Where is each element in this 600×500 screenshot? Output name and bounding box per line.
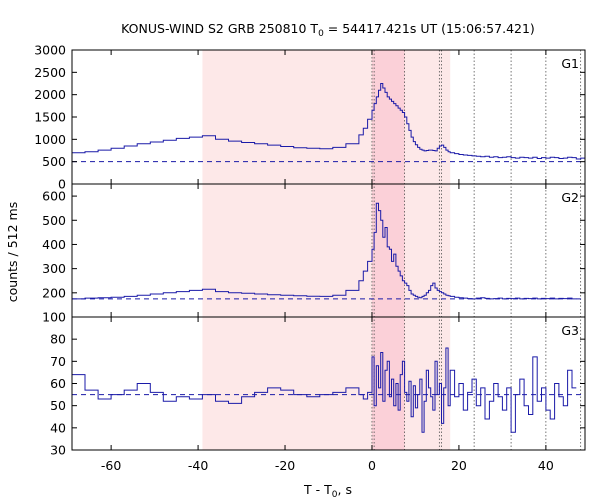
y-axis-label: counts / 512 ms — [5, 202, 20, 302]
panel-label-g2: G2 — [561, 190, 579, 205]
x-tick-label-20: 20 — [451, 458, 467, 473]
plot-layer: 050010001500200025003000G110020030040050… — [34, 43, 586, 473]
x-tick-label--40: -40 — [188, 458, 208, 473]
y-tick-label-g1-0: 0 — [58, 177, 66, 192]
y-tick-label-g1-500: 500 — [42, 154, 66, 169]
y-tick-label-g3-30: 30 — [50, 443, 66, 458]
x-tick-label--20: -20 — [275, 458, 295, 473]
y-tick-label-g1-1500: 1500 — [34, 110, 66, 125]
x-axis-label: T - T0, s — [303, 482, 352, 500]
y-tick-label-g1-3000: 3000 — [34, 43, 66, 58]
y-tick-label-g2-500: 500 — [42, 213, 66, 228]
y-tick-label-g3-70: 70 — [50, 354, 66, 369]
y-tick-label-g1-2500: 2500 — [34, 65, 66, 80]
light-curve-g1 — [72, 83, 585, 160]
chart-title-prefix: KONUS-WIND S2 GRB 250810 T — [121, 21, 318, 36]
y-tick-label-g3-50: 50 — [50, 398, 66, 413]
y-tick-label-g2-200: 200 — [42, 285, 66, 300]
x-axis-label-subscript: 0 — [332, 490, 338, 500]
panel-label-g1: G1 — [561, 56, 579, 71]
x-tick-label--60: -60 — [101, 458, 121, 473]
y-tick-label-g3-40: 40 — [50, 420, 66, 435]
chart-title-subscript: 0 — [318, 29, 324, 39]
light-curve-g2 — [72, 202, 577, 300]
chart-title: KONUS-WIND S2 GRB 250810 T0 = 54417.421s… — [121, 21, 535, 39]
y-tick-label-g3-80: 80 — [50, 332, 66, 347]
y-tick-label-g2-300: 300 — [42, 261, 66, 276]
y-tick-label-g2-100: 100 — [42, 310, 66, 325]
x-axis-label-suffix: , s — [338, 482, 352, 497]
x-tick-label-0: 0 — [368, 458, 376, 473]
x-axis-label-prefix: T - T — [303, 482, 332, 497]
panel-g2: 100 200 300 400 500 600 G2 — [42, 183, 586, 325]
chart-title-suffix: = 54417.421s UT (15:06:57.421) — [324, 21, 535, 36]
y-tick-label-g1-1000: 1000 — [34, 132, 66, 147]
shaded-interval-dark-1 — [371, 50, 405, 450]
y-tick-label-g3-60: 60 — [50, 376, 66, 391]
panel-g3: 30 40 50 60 70 80 G3 — [50, 316, 586, 458]
y-tick-label-g1-2000: 2000 — [34, 87, 66, 102]
panel-label-g3: G3 — [561, 323, 579, 338]
y-tick-label-g2-400: 400 — [42, 237, 66, 252]
x-tick-label-40: 40 — [538, 458, 554, 473]
y-tick-label-g2-600: 600 — [42, 189, 66, 204]
panel-g1: 0 500 1000 1500 2000 2500 3000 G1 — [34, 43, 586, 192]
light-curve-g3 — [72, 347, 577, 433]
